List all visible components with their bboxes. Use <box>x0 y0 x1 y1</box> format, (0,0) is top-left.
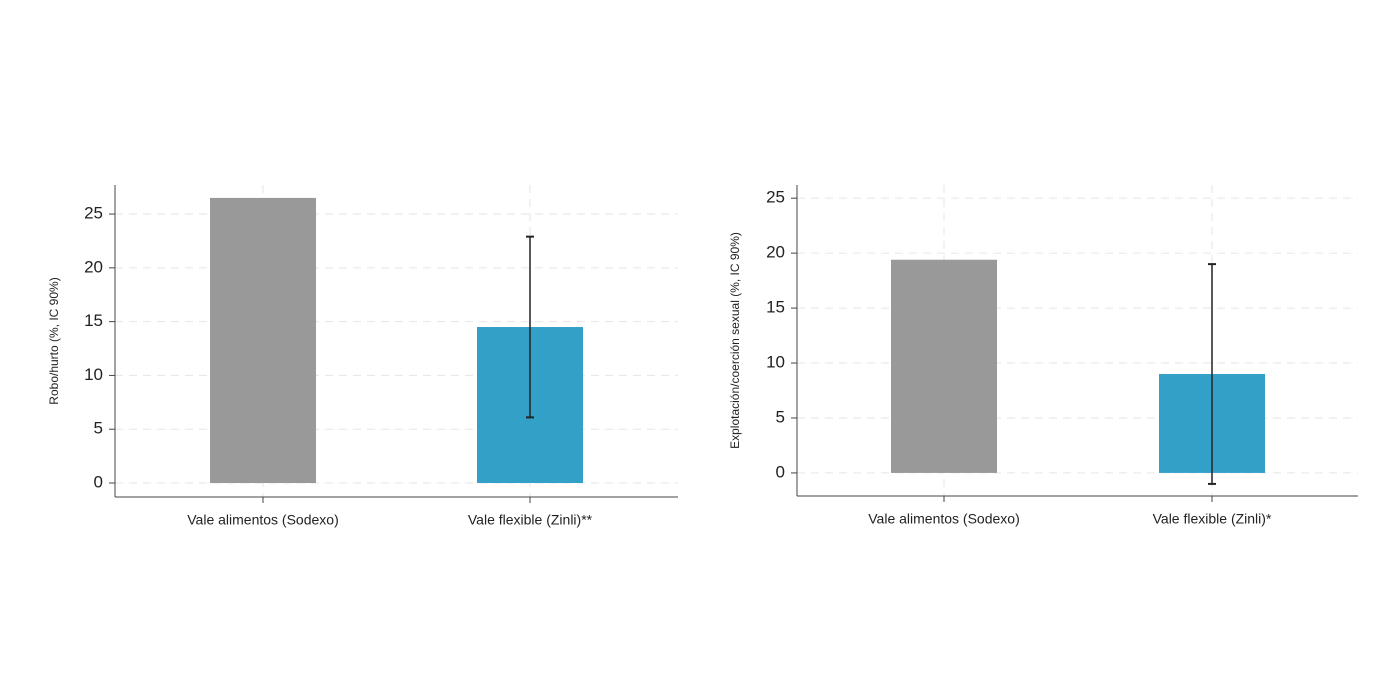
y-tick-label: 25 <box>84 204 103 223</box>
bar <box>891 259 997 473</box>
y-tick-label: 15 <box>766 298 785 317</box>
y-tick-label: 15 <box>84 311 103 330</box>
y-tick-label: 5 <box>94 419 103 438</box>
bar <box>210 197 316 484</box>
y-tick-label: 20 <box>766 243 785 262</box>
y-axis-label: Robo/hurto (%, IC 90%) <box>47 277 61 404</box>
y-tick-label: 0 <box>94 472 103 491</box>
y-tick-label: 20 <box>84 257 103 276</box>
y-tick-label: 10 <box>84 365 103 384</box>
x-tick-label: Vale flexible (Zinli)** <box>468 512 593 528</box>
y-tick-label: 0 <box>776 462 785 481</box>
y-tick-label: 5 <box>776 407 785 426</box>
x-tick-label: Vale flexible (Zinli)* <box>1153 511 1272 527</box>
y-tick-label: 10 <box>766 353 785 372</box>
x-tick-label: Vale alimentos (Sodexo) <box>187 512 338 528</box>
y-axis-label: Explotación/coerción sexual (%, IC 90%) <box>728 232 742 449</box>
y-tick-label: 25 <box>766 188 785 207</box>
x-tick-label: Vale alimentos (Sodexo) <box>868 511 1019 527</box>
